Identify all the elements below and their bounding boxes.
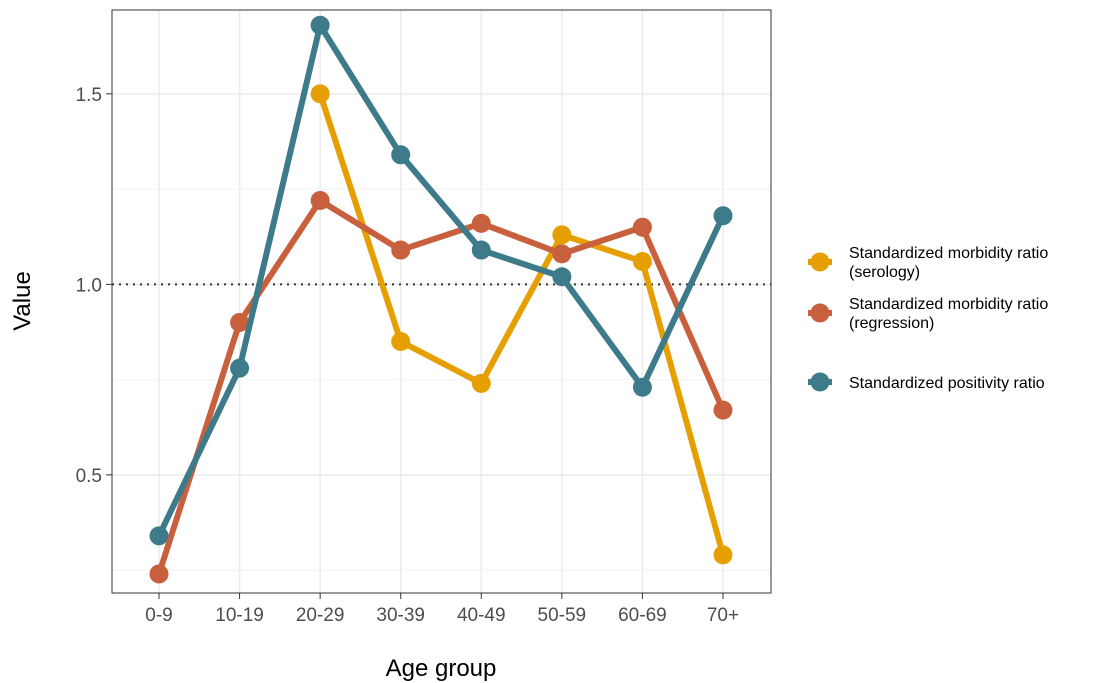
x-tick-label-5: 50-59	[538, 605, 587, 626]
series-2-point-4	[471, 240, 491, 260]
series-0-point-7	[713, 545, 733, 565]
legend: Standardized morbidity ratio(serology)St…	[808, 245, 1048, 392]
legend-entry-2: Standardized positivity ratio	[808, 372, 1045, 392]
series-1-point-2	[310, 191, 330, 211]
series-1-point-0	[149, 564, 169, 584]
series-2-point-2	[310, 15, 330, 35]
x-tick-label-7: 70+	[707, 605, 739, 626]
series-0-point-5	[552, 225, 572, 245]
legend-entry-0: Standardized morbidity ratio (serology)	[808, 245, 1048, 281]
x-tick-label-0: 0-9	[145, 605, 172, 626]
legend-label-1-line1: Standardized morbidity ratio	[849, 296, 1048, 313]
x-tick-label-1: 10-19	[215, 605, 264, 626]
y-tick-label-2: 1.5	[76, 85, 102, 106]
series-2-point-6	[632, 377, 652, 397]
grid-lines	[112, 10, 771, 593]
legend-label-1-line2: (regression)	[849, 315, 934, 332]
series-0-point-2	[310, 84, 330, 104]
plot-panel-border	[111, 9, 772, 594]
series-0-line	[317, 90, 726, 558]
series-1-point-3	[391, 240, 411, 260]
series-1-point-4	[471, 213, 491, 233]
series-2-line	[156, 22, 726, 539]
legend-label-2-line1: Standardized positivity ratio	[849, 375, 1045, 392]
x-axis-title: Age group	[386, 655, 497, 682]
x-tick-label-4: 40-49	[457, 605, 506, 626]
series-2	[149, 15, 733, 546]
y-axis-title: Value	[9, 271, 36, 331]
x-tick-label-6: 60-69	[618, 605, 667, 626]
axes: 0-9 10-19 20-29 30-39 40-49 50-59 60-69 70+ 0.5 1…	[76, 85, 740, 626]
legend-label-0-line2: (serology)	[849, 264, 920, 281]
series-2-point-7	[713, 206, 733, 226]
legend-entry-1: Standardized morbidity ratio (regression)	[808, 296, 1048, 332]
series-2-point-1	[230, 358, 250, 378]
legend-label-0-line1: Standardized morbidity ratio	[849, 245, 1048, 262]
y-tick-label-0: 0.5	[76, 466, 102, 487]
series-0-point-4	[471, 373, 491, 393]
x-tick-label-3: 30-39	[376, 605, 425, 626]
x-tick-label-2: 20-29	[296, 605, 345, 626]
series-2-point-5	[552, 267, 572, 287]
series-2-point-0	[149, 526, 169, 546]
series-0-point-6	[632, 251, 652, 271]
series-1-point-7	[713, 400, 733, 420]
series-1-point-1	[230, 312, 250, 332]
y-tick-label-1: 1.0	[76, 275, 102, 296]
series-1-point-5	[552, 244, 572, 264]
series-2-point-3	[391, 145, 411, 165]
legend-key-point-2	[810, 372, 830, 392]
series-lines	[149, 15, 733, 584]
plot-panel-background	[112, 10, 771, 593]
series-1-point-6	[632, 217, 652, 237]
series-0	[310, 84, 733, 565]
legend-key-point-0	[810, 252, 830, 272]
series-0-point-3	[391, 332, 411, 352]
legend-key-point-1	[810, 303, 830, 323]
